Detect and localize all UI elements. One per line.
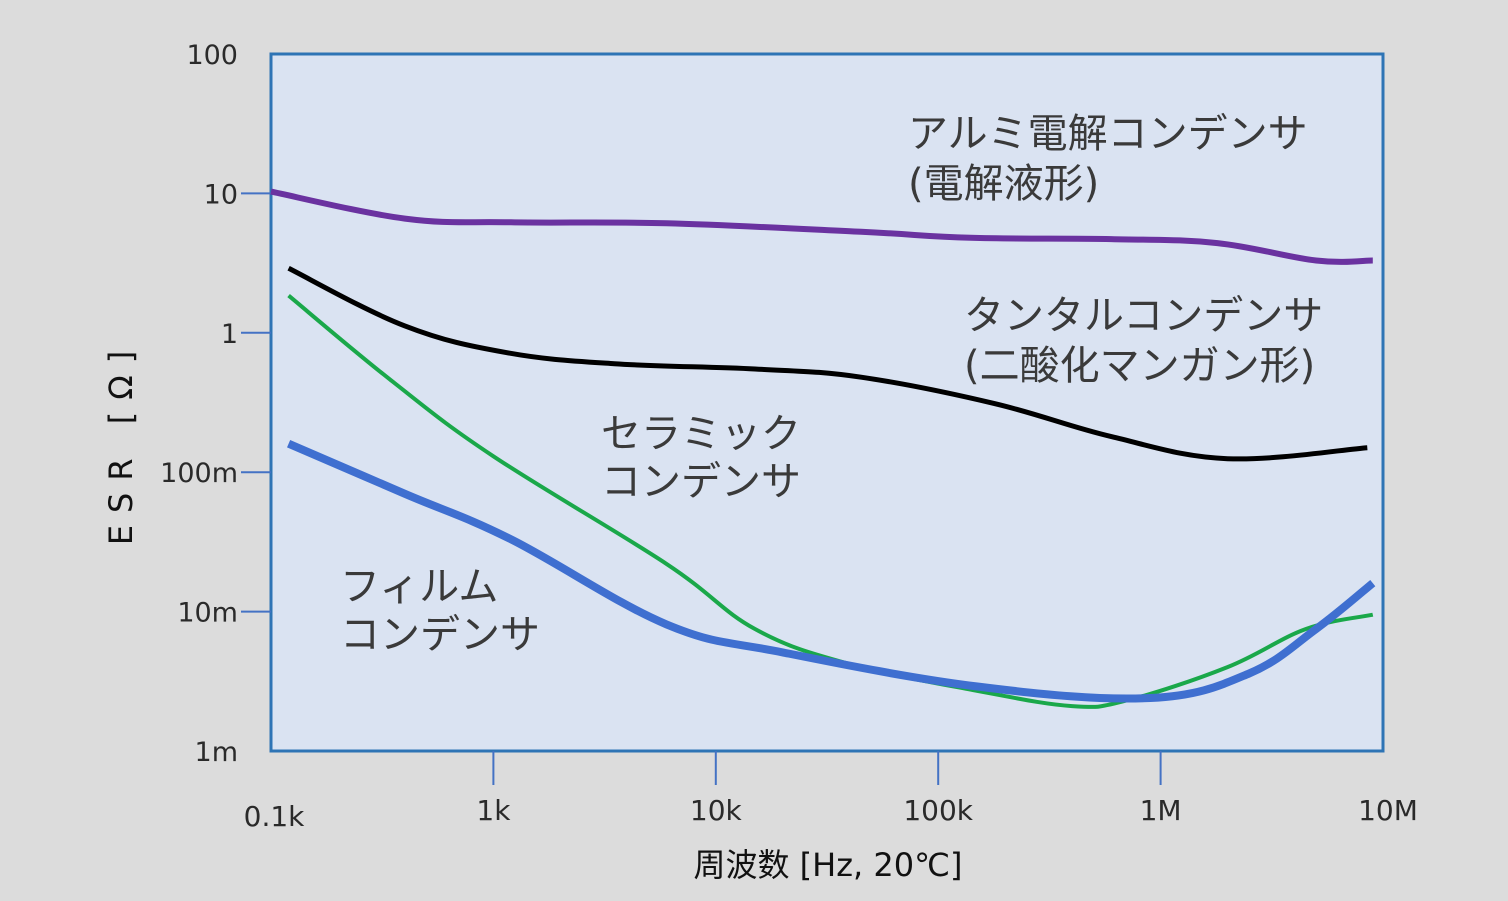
x-axis-title: 周波数 [Hz, 20℃] bbox=[693, 846, 962, 884]
x-tick-label: 100k bbox=[903, 794, 973, 827]
x-tick-label: 1k bbox=[476, 794, 511, 827]
series-label-tantalum-line1: タンタルコンデンサ bbox=[964, 293, 1323, 339]
series-label-ceramic: セラミック コンデンサ bbox=[601, 411, 814, 505]
plot-area bbox=[269, 52, 1385, 753]
series-lines bbox=[270, 188, 1376, 709]
y-tick-label: 1m bbox=[195, 737, 238, 768]
y-axis: 100 10 1 100m 10m 1m bbox=[160, 40, 271, 768]
series-label-ceramic-line1: セラミック bbox=[601, 411, 801, 457]
y-tick-label: 1 bbox=[221, 319, 238, 350]
x-tick-label: 10M bbox=[1358, 794, 1418, 827]
x-tick-label: 1M bbox=[1140, 794, 1182, 827]
y-tick-label: 100 bbox=[186, 40, 238, 71]
series-label-film: フィルム コンデンサ bbox=[340, 564, 540, 658]
series-label-aluminum-line2: (電解液形) bbox=[908, 161, 1099, 207]
series-label-tantalum-line2: (二酸化マンガン形) bbox=[964, 343, 1315, 389]
y-tick-label: 10 bbox=[204, 179, 238, 210]
series-line-tantalum bbox=[287, 266, 1368, 462]
x-axis: 0.1k 1k 10k 100k 1M 10M bbox=[244, 751, 1418, 833]
series-label-ceramic-line2: コンデンサ bbox=[601, 459, 801, 505]
series-label-tantalum: タンタルコンデンサ (二酸化マンガン形) bbox=[964, 293, 1336, 389]
x-tick-label: 10k bbox=[690, 794, 743, 827]
y-axis-title: ESR [Ω] bbox=[102, 339, 140, 545]
series-label-film-line2: コンデンサ bbox=[340, 612, 540, 658]
series-label-aluminum: アルミ電解コンデンサ (電解液形) bbox=[908, 111, 1320, 207]
series-label-aluminum-line1: アルミ電解コンデンサ bbox=[908, 111, 1308, 157]
series-line-film bbox=[287, 440, 1376, 703]
x-tick-label: 0.1k bbox=[244, 800, 306, 833]
y-tick-label: 10m bbox=[177, 598, 238, 629]
series-label-film-line1: フィルム bbox=[340, 564, 498, 610]
series-line-aluminum bbox=[270, 188, 1373, 265]
y-tick-label: 100m bbox=[160, 458, 238, 489]
